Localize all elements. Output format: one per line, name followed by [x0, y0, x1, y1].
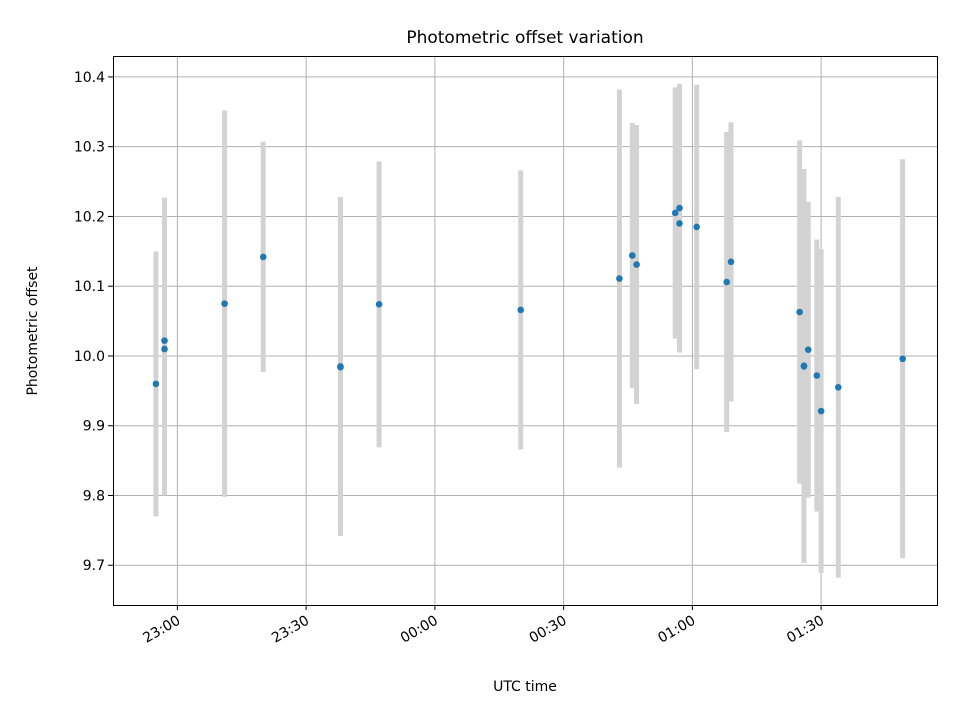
- data-point: [517, 306, 525, 314]
- data-point: [259, 253, 267, 261]
- y-tick-label: 10.1: [74, 279, 105, 295]
- y-tick-label: 9.9: [83, 419, 105, 435]
- plot-frame: [113, 56, 938, 606]
- x-tick-label: 01:30: [784, 613, 827, 647]
- x-axis-label: UTC time: [493, 679, 557, 695]
- y-axis-label: Photometric offset: [25, 266, 41, 396]
- data-point: [676, 204, 683, 212]
- y-tick-label: 9.8: [83, 488, 105, 504]
- y-tick-label: 10.2: [74, 209, 105, 225]
- x-tick-label: 00:00: [398, 613, 441, 647]
- y-axis-ticks: 9.7 9.8 9.9 10.0 10.1 10.2 10.3 10.4: [74, 70, 113, 574]
- chart-title: Photometric offset variation: [406, 28, 643, 48]
- data-point: [834, 384, 842, 391]
- data-point: [804, 346, 812, 353]
- data-point: [337, 363, 344, 371]
- data-point: [676, 220, 683, 227]
- data-points: [152, 204, 906, 415]
- data-point: [723, 278, 731, 286]
- data-point: [616, 275, 623, 282]
- y-tick-label: 10.0: [74, 349, 105, 365]
- y-tick-label: 9.7: [83, 558, 105, 574]
- data-point: [633, 261, 640, 268]
- data-point: [693, 223, 700, 231]
- data-point: [817, 407, 825, 415]
- y-tick-label: 10.3: [74, 140, 105, 156]
- data-point: [161, 345, 168, 353]
- y-tick-label: 10.4: [74, 70, 105, 86]
- grid-lines: [113, 56, 937, 605]
- x-tick-label: 23:30: [269, 613, 312, 647]
- data-point: [221, 300, 228, 307]
- data-point: [375, 301, 383, 308]
- data-point: [628, 252, 636, 259]
- x-axis-ticks: 23:00 23:30 00:00 00:30 01:00 01:30: [140, 605, 827, 647]
- data-point: [800, 363, 808, 370]
- x-tick-label: 01:00: [655, 613, 698, 647]
- data-point: [813, 372, 821, 379]
- data-point: [727, 258, 735, 266]
- data-point: [671, 209, 679, 217]
- data-point: [899, 355, 906, 363]
- error-bars: [153, 83, 906, 578]
- data-point: [796, 308, 803, 316]
- data-point: [152, 380, 160, 388]
- x-tick-label: 00:30: [527, 613, 570, 647]
- data-point: [161, 337, 168, 344]
- x-tick-label: 23:00: [140, 613, 183, 647]
